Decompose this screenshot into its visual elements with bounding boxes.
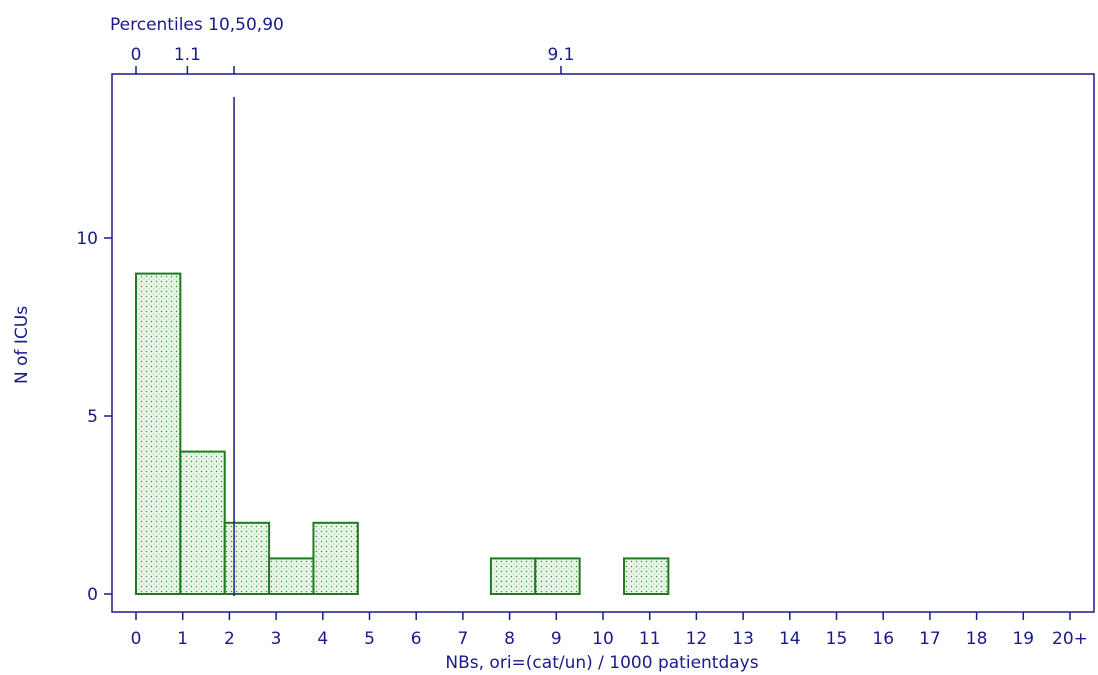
x-axis-title: NBs, ori=(cat/un) / 1000 patientdays <box>445 653 758 673</box>
x-tick-label: 16 <box>872 629 894 649</box>
x-tick-label: 2 <box>224 629 235 649</box>
top-tick-label: 9.1 <box>547 45 574 65</box>
top-percentile-axis: 0 1.1 9.1 <box>131 45 574 74</box>
top-tick-label: 0 <box>131 45 142 65</box>
x-tick-label: 14 <box>779 629 801 649</box>
histogram-bar <box>223 521 271 595</box>
top-axis-title: Percentiles 10,50,90 <box>110 15 284 35</box>
histogram-bar <box>489 557 537 596</box>
x-tick-label: 8 <box>504 629 515 649</box>
x-tick-label: 11 <box>639 629 661 649</box>
x-tick-label: 13 <box>732 629 754 649</box>
y-axis: 0 5 10 <box>76 229 112 605</box>
histogram-bars <box>135 272 670 596</box>
histogram-bar <box>268 557 315 596</box>
x-tick-label: 18 <box>966 629 988 649</box>
x-tick-label: 4 <box>317 629 328 649</box>
y-tick-label: 10 <box>76 229 98 249</box>
histogram-bar <box>179 450 226 595</box>
y-axis-title: N of ICUs <box>12 306 32 384</box>
x-tick-label: 9 <box>551 629 562 649</box>
histogram-bar <box>534 557 581 596</box>
histogram-bar <box>623 557 670 596</box>
x-tick-label: 1 <box>177 629 188 649</box>
x-tick-label: 12 <box>686 629 708 649</box>
histogram-bar <box>135 272 182 595</box>
x-tick-label: 17 <box>919 629 941 649</box>
y-tick-label: 0 <box>87 585 98 605</box>
histogram-bar <box>312 521 359 595</box>
x-tick-label: 6 <box>411 629 422 649</box>
x-tick-label: 15 <box>826 629 848 649</box>
y-tick-label: 5 <box>87 407 98 427</box>
x-tick-label: 7 <box>457 629 468 649</box>
x-tick-label: 5 <box>364 629 375 649</box>
top-tick-label: 1.1 <box>174 45 201 65</box>
x-tick-label: 20+ <box>1052 629 1088 649</box>
x-tick-label: 19 <box>1012 629 1034 649</box>
x-axis: 0 1 2 3 4 5 6 7 8 9 10 11 12 13 14 15 16 17 18 19 20+ <box>131 612 1088 649</box>
x-tick-label: 0 <box>131 629 142 649</box>
x-tick-label: 10 <box>592 629 614 649</box>
x-tick-label: 3 <box>271 629 282 649</box>
